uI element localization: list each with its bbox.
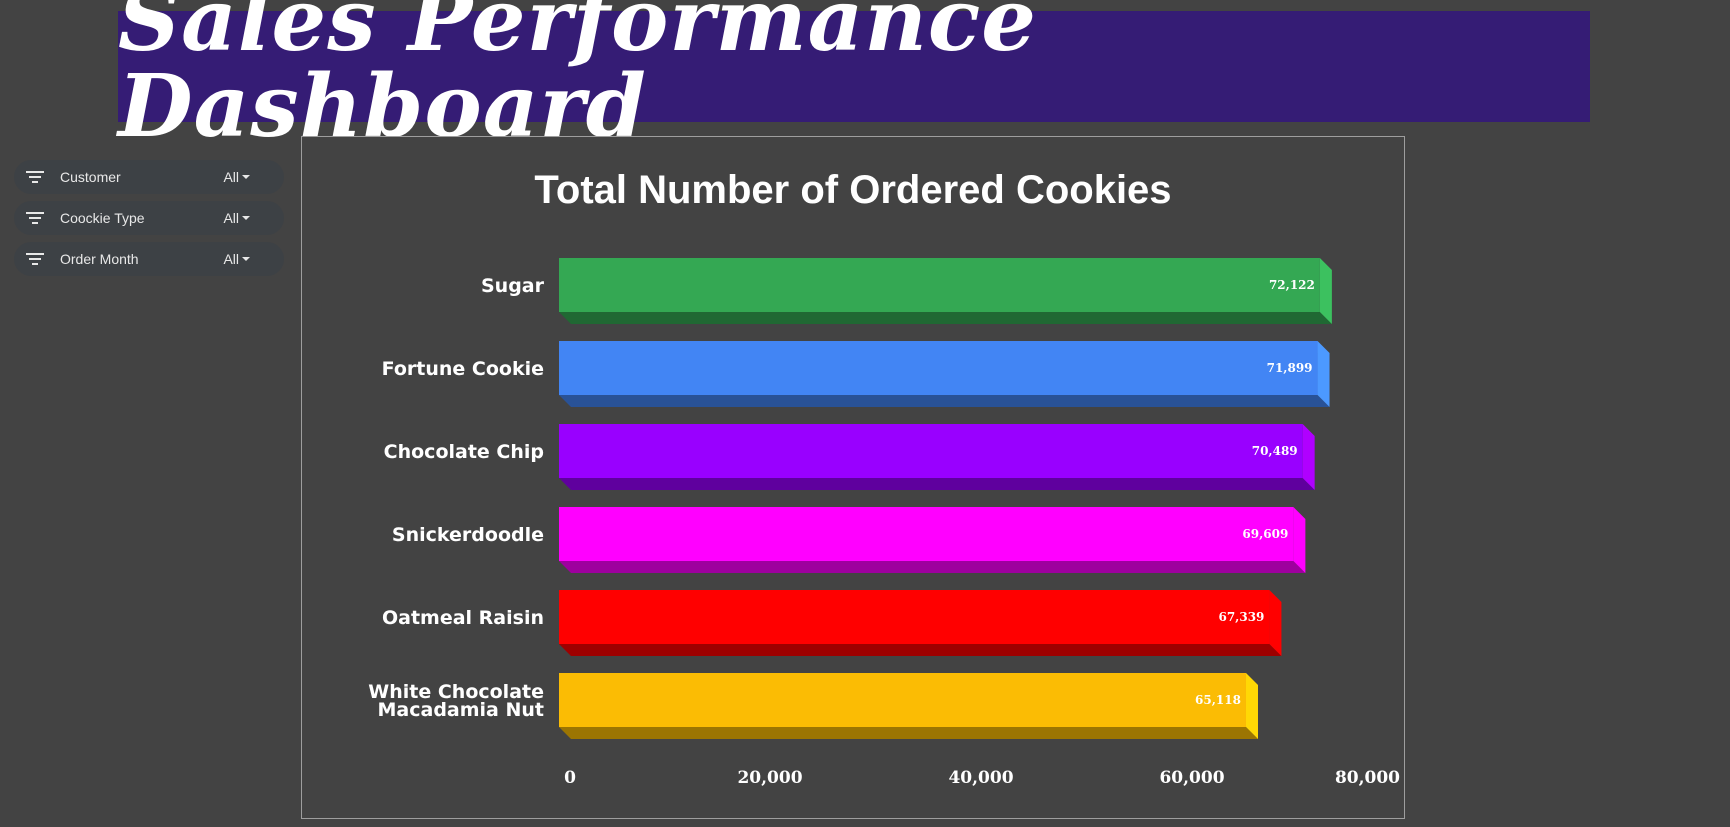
filter-cookie-type-dropdown[interactable]: All	[223, 210, 250, 226]
bar-side-face	[1319, 258, 1332, 324]
filter-panel: Customer All Coockie Type All Order Mont…	[14, 160, 284, 283]
chevron-down-icon	[242, 257, 250, 261]
x-axis-ticks: 0 20,000 40,000 60,000 80,000	[564, 768, 1400, 788]
data-label: 72,122	[1269, 278, 1315, 292]
filter-customer-dropdown[interactable]: All	[223, 169, 250, 185]
category-labels: Sugar Fortune Cookie Chocolate Chip Snicker…	[368, 275, 544, 721]
filter-cookie-type-label: Coockie Type	[60, 210, 145, 226]
dashboard-banner: Sales Performance Dashboard	[118, 0, 1590, 149]
bar-bottom-face	[559, 478, 1315, 490]
filter-customer-value: All	[223, 169, 239, 185]
filter-icon	[26, 171, 44, 183]
bar-bottom-face	[559, 395, 1330, 407]
bar-front-face	[559, 673, 1246, 727]
bars-group: 72,122 71,899 70,489 69,609 67,339 65,118	[559, 258, 1332, 739]
data-label: 67,339	[1218, 610, 1264, 624]
category-label: Sugar	[481, 275, 545, 297]
bar-side-face	[1302, 424, 1315, 490]
bar-4: 69,609	[559, 507, 1306, 573]
dashboard-title: Sales Performance Dashboard	[118, 0, 1037, 157]
filter-icon	[26, 212, 44, 224]
filter-cookie-type-value: All	[223, 210, 239, 226]
data-label: 70,489	[1252, 444, 1298, 458]
bar-side-face	[1317, 341, 1330, 407]
filter-icon	[26, 253, 44, 265]
filter-order-month-value: All	[223, 251, 239, 267]
bar-3: 70,489	[559, 424, 1315, 490]
filter-customer-label: Customer	[60, 169, 121, 185]
tick-label: 20,000	[737, 768, 802, 788]
bar-bottom-face	[559, 644, 1282, 656]
bar-bottom-face	[559, 312, 1332, 324]
bar-front-face	[559, 507, 1294, 561]
data-label: 65,118	[1195, 693, 1241, 707]
category-label: Chocolate Chip	[384, 441, 544, 463]
bar-chart: Total Number of Ordered Cookies 72,122 71…	[368, 168, 1400, 788]
bar-6: 65,118	[559, 673, 1258, 739]
bar-side-face	[1245, 673, 1258, 739]
filter-order-month-label: Order Month	[60, 251, 139, 267]
category-label: White Chocolate Macadamia Nut	[368, 681, 544, 721]
filter-order-month-dropdown[interactable]: All	[223, 251, 250, 267]
chart-title: Total Number of Ordered Cookies	[534, 168, 1171, 212]
filter-customer[interactable]: Customer All	[14, 160, 284, 194]
bar-bottom-face	[559, 561, 1306, 573]
data-label: 69,609	[1242, 527, 1288, 541]
filter-order-month[interactable]: Order Month All	[14, 242, 284, 276]
data-label: 71,899	[1267, 361, 1313, 375]
tick-label: 0	[564, 768, 576, 788]
bar-side-face	[1269, 590, 1282, 656]
bar-front-face	[559, 590, 1270, 644]
chart-panel: Total Number of Ordered Cookies 72,122 71…	[301, 136, 1405, 819]
category-label: Fortune Cookie	[382, 358, 544, 380]
bar-side-face	[1293, 507, 1306, 573]
bar-5: 67,339	[559, 590, 1282, 656]
tick-label: 60,000	[1159, 768, 1224, 788]
bar-bottom-face	[559, 727, 1258, 739]
bar-2: 71,899	[559, 341, 1330, 407]
filter-cookie-type[interactable]: Coockie Type All	[14, 201, 284, 235]
tick-label: 80,000	[1335, 768, 1400, 788]
category-label: Snickerdoodle	[392, 524, 544, 546]
tick-label: 40,000	[948, 768, 1013, 788]
chevron-down-icon	[242, 175, 250, 179]
bar-1: 72,122	[559, 258, 1332, 324]
category-label: Oatmeal Raisin	[382, 607, 544, 629]
bar-front-face	[559, 341, 1318, 395]
bar-front-face	[559, 424, 1303, 478]
chevron-down-icon	[242, 216, 250, 220]
bar-front-face	[559, 258, 1320, 312]
